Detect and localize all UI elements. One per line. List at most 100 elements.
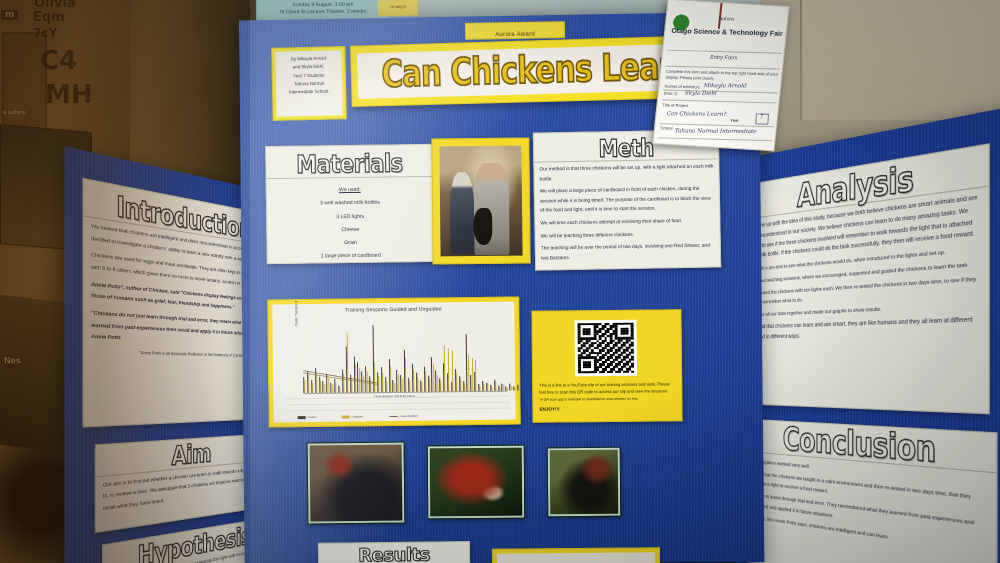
chart-container: Training Sessions Guided and Unguided TI… — [267, 296, 521, 428]
entry-form-rule — [667, 49, 782, 54]
chart-bar — [397, 373, 399, 392]
method-paragraph: We will time each chickens attempt at re… — [540, 219, 683, 227]
chart-bar — [339, 386, 341, 393]
chart-bar — [506, 387, 508, 391]
chart-bar — [425, 371, 427, 392]
chart-legend-rule — [285, 401, 510, 406]
chart-bar — [394, 382, 395, 393]
chart-bar — [370, 379, 372, 393]
chart-bar — [499, 386, 500, 391]
entry-form-org: Otago Science & Technology Fair — [671, 27, 783, 38]
entry-form-year-digit: 7 — [759, 114, 764, 121]
results-title: Results — [358, 544, 431, 563]
materials-title: Materials — [296, 148, 404, 179]
method-paragraph: We will place a large piece of cardboard… — [539, 186, 711, 214]
qr-enjoy-text: ENJOY!!! — [539, 406, 560, 412]
qr-module — [631, 370, 635, 373]
chart-bar — [354, 363, 357, 393]
chart-bar — [444, 344, 446, 392]
qr-caption-text: This is a link to a YouTube clip of our … — [539, 381, 670, 395]
chart-bar — [401, 378, 403, 392]
chart-bar — [331, 384, 333, 393]
entry-form-value-year: 7 — [755, 113, 770, 125]
chart-bar — [451, 350, 454, 392]
method-paragraph: Our method is that three chickens will b… — [539, 164, 714, 183]
chart-bar — [479, 385, 481, 391]
chart-bar — [413, 369, 415, 392]
wall-scribble-4: MH — [45, 80, 93, 110]
chart-inner: Training Sessions Guided and Unguided TI… — [272, 296, 520, 423]
chart-legend-item-trend: Linear (Guided) — [389, 414, 418, 418]
entry-form-instructions: Complete this form and attach to the top… — [665, 68, 779, 81]
wall-small-text: m — [1, 10, 19, 20]
chart-y-axis-label: TIME TAKEN (HUNDREDTHS OF SECONDS) — [294, 296, 299, 326]
wall-scribble-2: 7cY — [33, 26, 58, 40]
photo-students — [431, 137, 531, 265]
chart-legend-rule — [285, 407, 510, 412]
entry-form-label-title: Title of Project — [662, 102, 689, 109]
chart-bar — [366, 371, 368, 393]
chart-bar — [475, 359, 477, 392]
chart-legend-label: Unguided — [351, 415, 363, 419]
method-paragraph: The teaching will be over the period of … — [540, 243, 710, 262]
qr-section: This is a link to a YouTube clip of our … — [531, 309, 683, 423]
method-title: Meth — [598, 132, 655, 163]
chart-bar — [312, 383, 314, 393]
chart-bar — [471, 358, 473, 392]
photo-chicken-red — [426, 444, 526, 520]
chart-bar — [432, 363, 434, 392]
qr-caption: This is a link to a YouTube clip of our … — [539, 380, 676, 414]
qr-footnote: *A QR scan app is available to download … — [539, 396, 639, 403]
entry-form-value-title: Can Chickens Learn? — [666, 111, 727, 118]
chart-bar — [316, 372, 318, 393]
aim-title: Aim — [171, 438, 211, 472]
entry-form-value-school: Tahuna Normal Intermediate — [674, 128, 757, 136]
chart-bar — [510, 385, 512, 391]
award-tab-label: Aurora Award — [495, 31, 536, 39]
chart-bar — [448, 347, 450, 392]
chart-bar — [417, 376, 419, 392]
chart-legend-item-guided: Guided — [297, 415, 317, 420]
chart-bar — [378, 376, 380, 393]
chart-bar — [436, 374, 438, 392]
award-tab: Aurora Award — [464, 21, 566, 40]
entry-form-rule — [658, 137, 773, 142]
chart-legend-swatch — [297, 416, 306, 419]
chart-bar — [456, 373, 458, 392]
qr-code-grid — [577, 322, 635, 374]
chart-bar — [483, 383, 485, 391]
results-table-inner: CHICKENS DAY 1 DATA — [496, 552, 656, 563]
chart-bars — [302, 316, 520, 394]
qr-code-image[interactable] — [574, 319, 638, 377]
conclusion-body: Our investigation worked very well. We f… — [745, 456, 986, 561]
wall-scribble-0: Olivia — [34, 0, 76, 11]
chart-bar — [409, 380, 411, 392]
method-body: Our method is that three chickens will b… — [539, 162, 716, 266]
chart-legend-label: Linear (Guided) — [399, 414, 418, 418]
entry-form-value-exhibitor1: Mikayla Arnold — [703, 83, 747, 90]
chart-bar — [351, 378, 353, 393]
chart-bar — [382, 372, 384, 393]
section-materials: Materials We used: 3 well washed milk bo… — [265, 143, 435, 265]
method-paragraph: We will be teaching three different chic… — [540, 232, 635, 240]
entry-form-value-exhibitor2: Skyla Diehl — [684, 90, 717, 97]
chart-bar — [491, 386, 493, 391]
background-cardboard-box — [800, 0, 1000, 120]
chart-bar — [320, 380, 322, 393]
chart-bar — [503, 384, 504, 391]
chart-bar — [327, 377, 329, 393]
chart-legend-swatch — [341, 415, 350, 419]
author-card-inner: By Mikayla Arnold and Skyla Diehl, Year … — [275, 50, 343, 117]
chicken-held — [472, 207, 493, 246]
wall-scribble-1: Eqm — [33, 10, 65, 25]
chart-bar — [460, 379, 462, 392]
chart-legend-label: Guided — [307, 415, 317, 420]
board-right-panel: Analysis We came up with the idea of thi… — [736, 105, 1000, 563]
chart-bar — [346, 332, 349, 393]
chart-bar — [374, 362, 376, 393]
wall-scribble-3: C4 — [40, 46, 78, 76]
results-table-fragment: CHICKENS DAY 1 DATA — [491, 547, 661, 563]
student-figure-left — [449, 172, 475, 255]
